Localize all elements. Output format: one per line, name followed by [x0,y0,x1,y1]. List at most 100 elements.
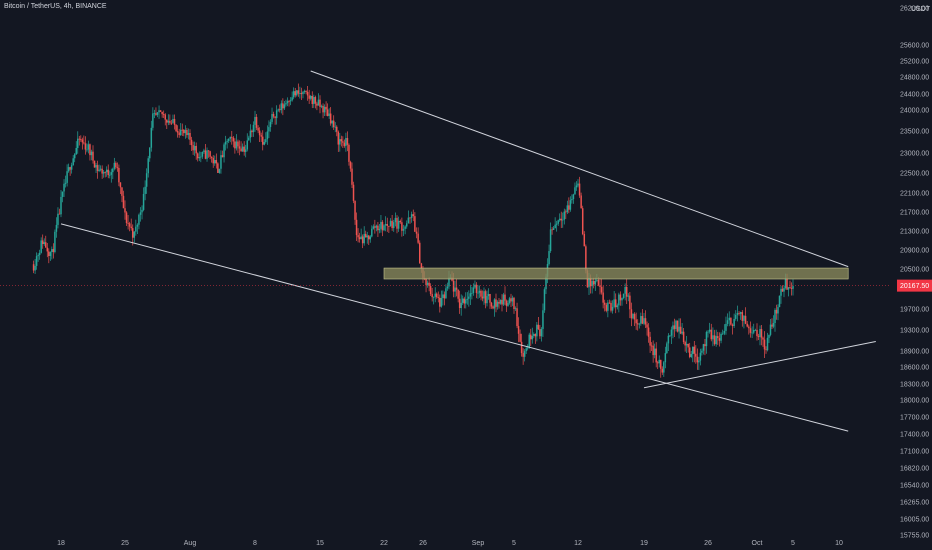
candle-body [122,195,125,209]
candle-body [525,348,527,352]
candle-body [458,298,461,309]
candle-body [158,110,160,113]
candle-body [388,225,390,227]
candle-body [572,194,575,200]
candle-body [611,306,614,311]
candle-body [428,282,430,287]
candle-body [695,353,697,357]
candle-body [142,193,145,210]
candle-body [465,299,467,304]
candle-body [384,224,387,226]
candle-body [169,120,171,123]
candle-body [448,277,450,287]
candle-body [468,296,470,299]
candle-body [552,228,555,231]
candle-body [369,236,372,240]
candle-body [237,141,239,147]
candle-body [429,286,432,295]
candle-body [326,109,329,116]
candle-body [545,276,547,290]
candle-body [173,118,176,125]
candle-body [669,335,671,337]
candle-body [705,332,708,347]
candle-body [260,135,262,137]
candle-body [54,231,56,252]
candle-body [203,150,205,152]
candle-body [523,351,526,357]
candle-body [557,220,559,224]
y-tick-label: 23000.00 [900,151,929,158]
candle-body [712,335,714,340]
candle-body [128,223,131,227]
candle-body [698,360,700,363]
candle-body [693,346,696,354]
last-price-label: 20167.50 [900,283,929,290]
candle-body [483,291,485,299]
candle-body [285,103,287,105]
candle-body [381,221,384,231]
candle-body [455,287,458,290]
candle-body [299,92,301,94]
y-tick-label: 20500.00 [900,267,929,274]
candle-body [790,287,793,289]
candle-body [346,137,349,145]
candle-body [658,359,660,364]
candle-body [704,344,706,347]
candle-body [232,137,235,142]
candle-body [184,129,187,134]
candle-body [647,327,650,337]
candle-body [238,146,241,149]
candle-body [334,126,336,128]
candle-body [156,112,159,115]
candle-body [96,165,99,171]
candle-body [255,116,258,128]
candle-body [234,141,236,149]
candle-body [756,329,758,336]
candle-body [355,219,358,236]
candle-body [419,242,421,264]
candle-body [218,168,221,173]
candle-body [504,294,506,301]
candle-body [149,147,151,159]
candle-body [292,91,295,98]
candle-body [193,145,196,151]
candle-body [102,172,105,174]
y-tick-label: 24400.00 [900,92,929,99]
candle-body [368,235,370,240]
candle-body [471,292,473,294]
candle-body [63,183,65,192]
candle-body [752,329,755,333]
candle-body [286,101,289,104]
y-tick-label: 16265.00 [900,500,929,507]
candle-body [730,317,732,325]
candle-body [618,294,620,306]
candle-body [196,153,199,159]
candle-body [345,137,347,146]
candle-body [585,246,587,271]
candle-body [314,97,317,104]
candle-body [46,247,49,252]
y-tick-label: 20900.00 [900,248,929,255]
candle-body [431,294,433,298]
candle-body [563,211,566,220]
candle-body [371,228,373,237]
candle-body [110,172,113,175]
candle-body [549,229,552,252]
candle-body [95,165,97,168]
candle-body [510,298,512,302]
candle-body [383,225,385,231]
candle-body [357,235,359,238]
candle-body [568,205,570,210]
candle-body [311,95,314,104]
candle-body [375,225,378,228]
candle-body [252,124,255,133]
x-tick-label: Sep [472,540,485,547]
candle-body [624,286,626,294]
candle-body [783,288,785,292]
candle-body [583,234,586,247]
candle-body [723,330,726,334]
candle-body [41,240,44,244]
candle-body [246,140,249,150]
candle-body [99,168,102,170]
